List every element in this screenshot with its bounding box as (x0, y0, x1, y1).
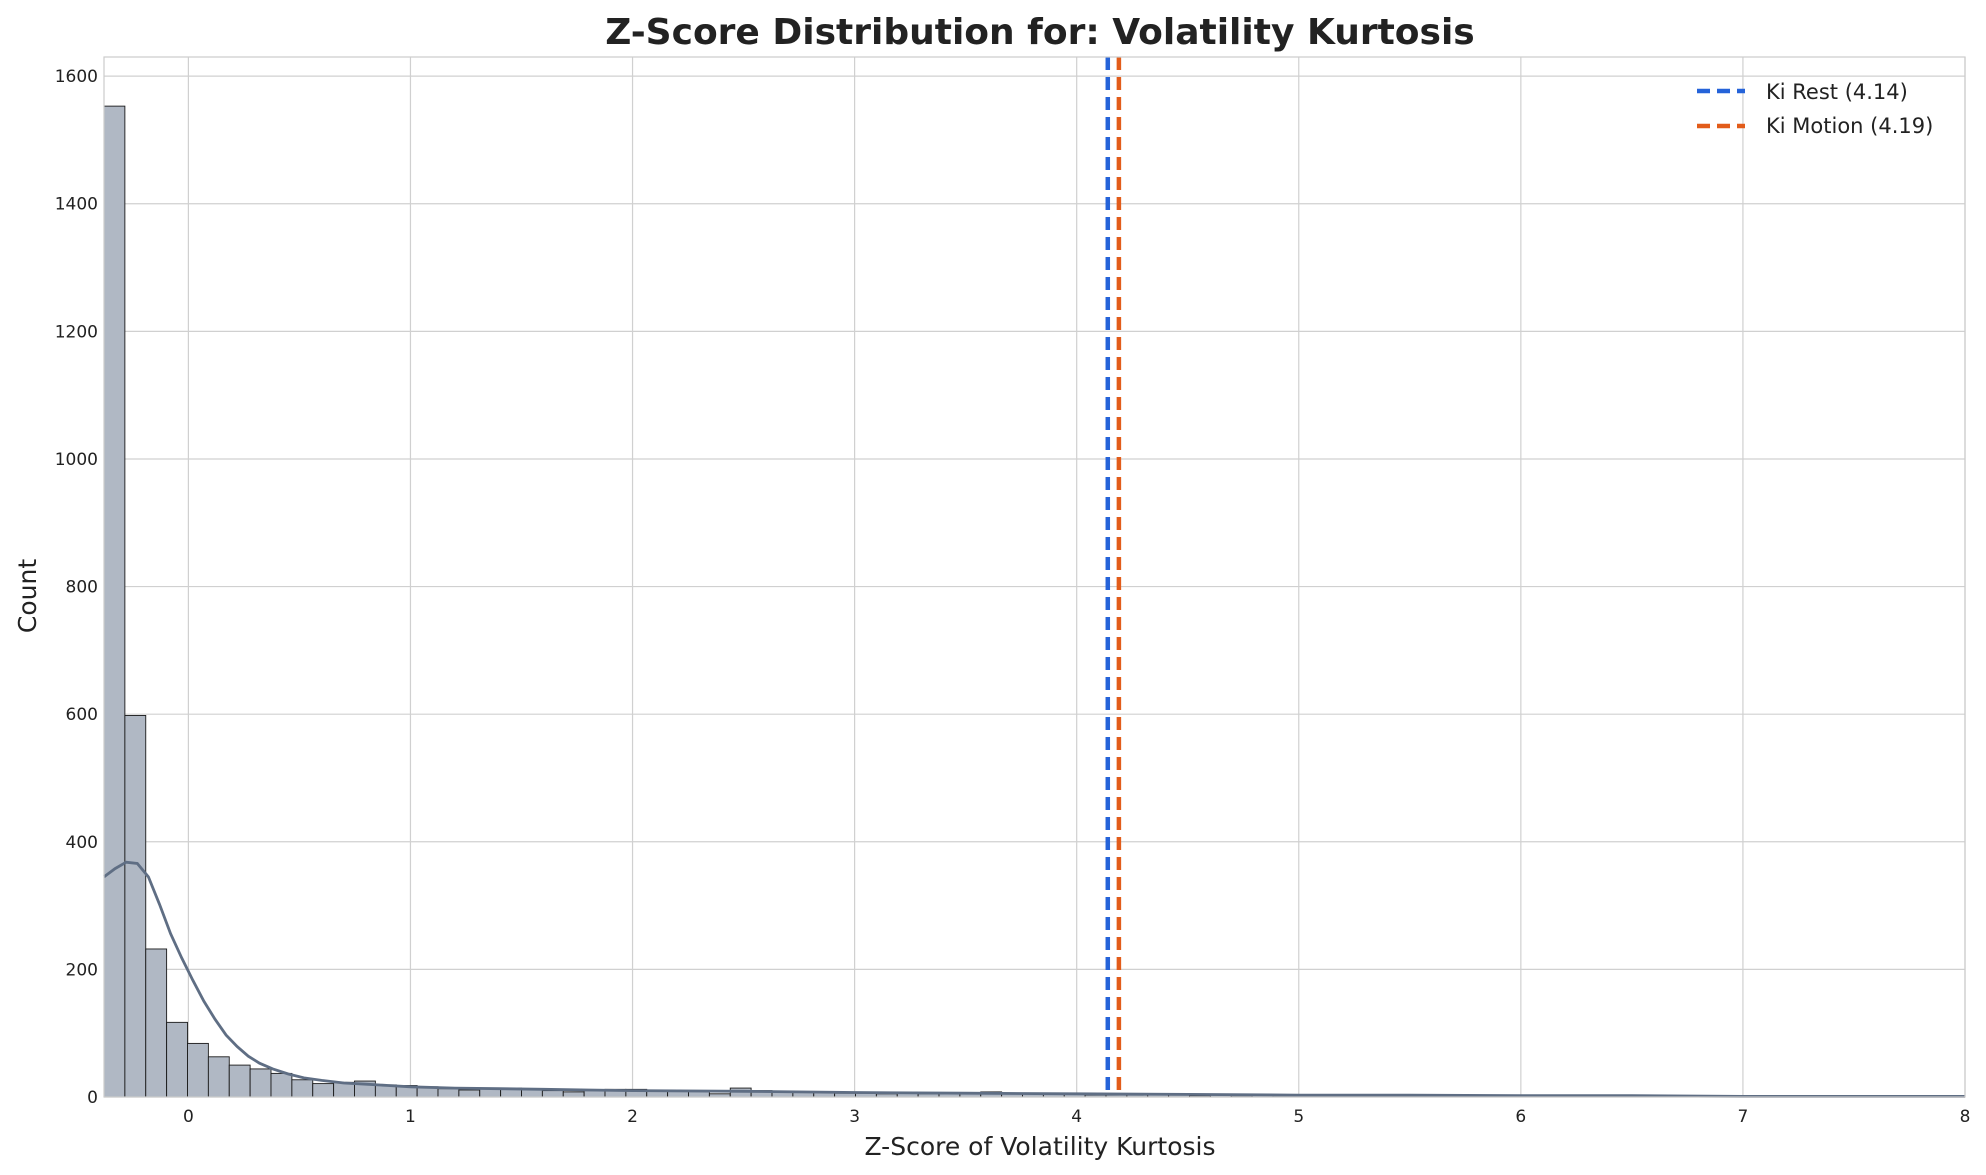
legend: Ki Rest (4.14) Ki Motion (4.19) (1697, 80, 1933, 138)
y-tick-label-0: 0 (87, 1088, 98, 1108)
y-tick-label-7: 1400 (55, 195, 98, 215)
x-tick-label-2: 2 (627, 1107, 638, 1127)
chart-title: Z-Score Distribution for: Volatility Kur… (605, 12, 1474, 53)
x-tick-label-0: 0 (183, 1107, 194, 1127)
histogram-bar-8 (270, 1072, 293, 1098)
x-tick-label-7: 7 (1738, 1107, 1749, 1127)
histogram-bar-21 (541, 1090, 564, 1098)
x-tick-label-5: 5 (1293, 1107, 1304, 1127)
histogram-bar-22 (562, 1091, 585, 1098)
x-tick-label-4: 4 (1071, 1107, 1082, 1127)
x-axis-label: Z-Score of Volatility Kurtosis (865, 1132, 1216, 1161)
y-tick-label-2: 400 (66, 833, 98, 853)
y-tick-label-8: 1600 (55, 67, 98, 87)
y-tick-label-6: 1200 (55, 322, 98, 342)
x-tick-label-8: 8 (1960, 1107, 1971, 1127)
y-axis-ticks: 0 200 400 600 800 1000 1200 1400 1600 (55, 67, 98, 1108)
y-tick-label-4: 800 (66, 578, 98, 598)
histogram-bar-16 (437, 1088, 460, 1098)
histogram-bar-9 (291, 1079, 314, 1098)
histogram-bar-6 (228, 1064, 251, 1098)
plot-frame (103, 56, 1966, 1098)
y-tick-label-5: 1000 (55, 450, 98, 470)
histogram-bar-3 (166, 1021, 188, 1098)
histogram-bar-10 (312, 1083, 335, 1098)
legend-label-rest: Ki Rest (4.14) (1766, 80, 1908, 104)
histogram-bar-7 (249, 1068, 272, 1098)
histogram-bars (103, 105, 1963, 1098)
x-tick-label-1: 1 (405, 1107, 416, 1127)
legend-label-motion: Ki Motion (4.19) (1766, 114, 1933, 138)
x-tick-label-3: 3 (849, 1107, 860, 1127)
kde-curve (103, 860, 1965, 1098)
x-tick-label-6: 6 (1515, 1107, 1526, 1127)
x-axis-ticks: 0 1 2 3 4 5 6 7 8 (183, 1107, 1970, 1127)
histogram-bar-17 (458, 1089, 481, 1098)
y-axis-label: Count (13, 559, 42, 633)
histogram-bar-1 (124, 715, 147, 1098)
histogram-bar-2 (145, 948, 168, 1098)
histogram-bar-5 (207, 1056, 230, 1098)
histogram-bar-0 (103, 105, 126, 1098)
grid (104, 57, 1966, 1098)
histogram-bar-4 (187, 1042, 209, 1098)
reference-lines (1105, 57, 1122, 1097)
y-tick-label-1: 200 (66, 960, 98, 980)
y-tick-label-3: 600 (66, 705, 98, 725)
